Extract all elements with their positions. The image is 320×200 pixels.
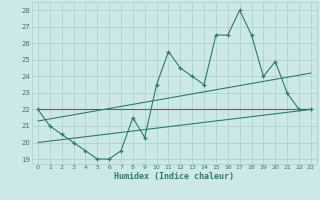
X-axis label: Humidex (Indice chaleur): Humidex (Indice chaleur) xyxy=(115,172,234,181)
